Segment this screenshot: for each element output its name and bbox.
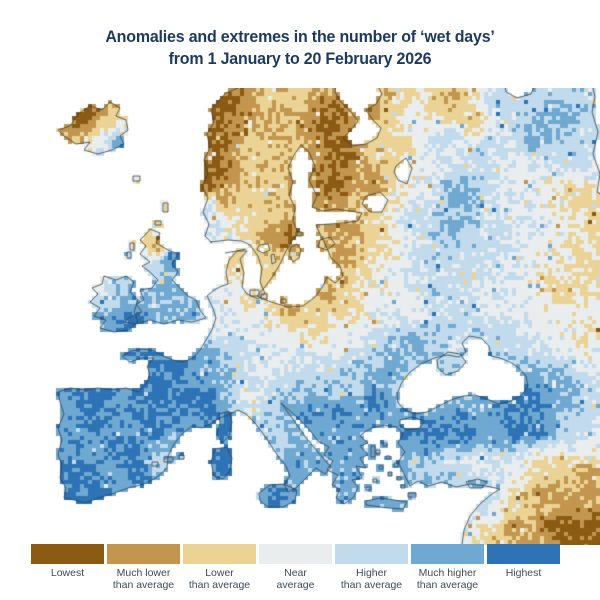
legend-label: Much higher than average: [416, 567, 479, 592]
legend-item: Much lower than average: [107, 544, 180, 592]
europe-wet-days-anomaly-map: [28, 88, 600, 545]
legend-item: Highest: [487, 544, 560, 592]
legend-item: Much higher than average: [411, 544, 484, 592]
title-line-2: from 1 January to 20 February 2026: [168, 49, 432, 69]
title-line-1: Anomalies and extremes in the number of …: [105, 27, 495, 46]
legend-label: Higher than average: [340, 567, 403, 592]
legend-swatch: [183, 544, 256, 564]
legend-swatch: [411, 544, 484, 564]
legend-swatch: [31, 544, 104, 564]
legend-item: Lowest: [31, 544, 104, 592]
legend-item: Near average: [259, 544, 332, 592]
legend-label: Much lower than average: [112, 567, 175, 592]
legend-label: Lower than average: [188, 567, 251, 592]
legend: Lowest Much lower than average Lower than …: [31, 544, 560, 592]
legend-item: Lower than average: [183, 544, 256, 592]
legend-item: Higher than average: [335, 544, 408, 592]
legend-swatch: [335, 544, 408, 564]
legend-swatch: [487, 544, 560, 564]
legend-label: Near average: [276, 567, 315, 592]
legend-label: Lowest: [50, 567, 85, 579]
legend-swatch: [107, 544, 180, 564]
page-title: Anomalies and extremes in the number of …: [18, 26, 582, 71]
legend-swatch: [259, 544, 332, 564]
legend-label: Highest: [505, 567, 542, 579]
